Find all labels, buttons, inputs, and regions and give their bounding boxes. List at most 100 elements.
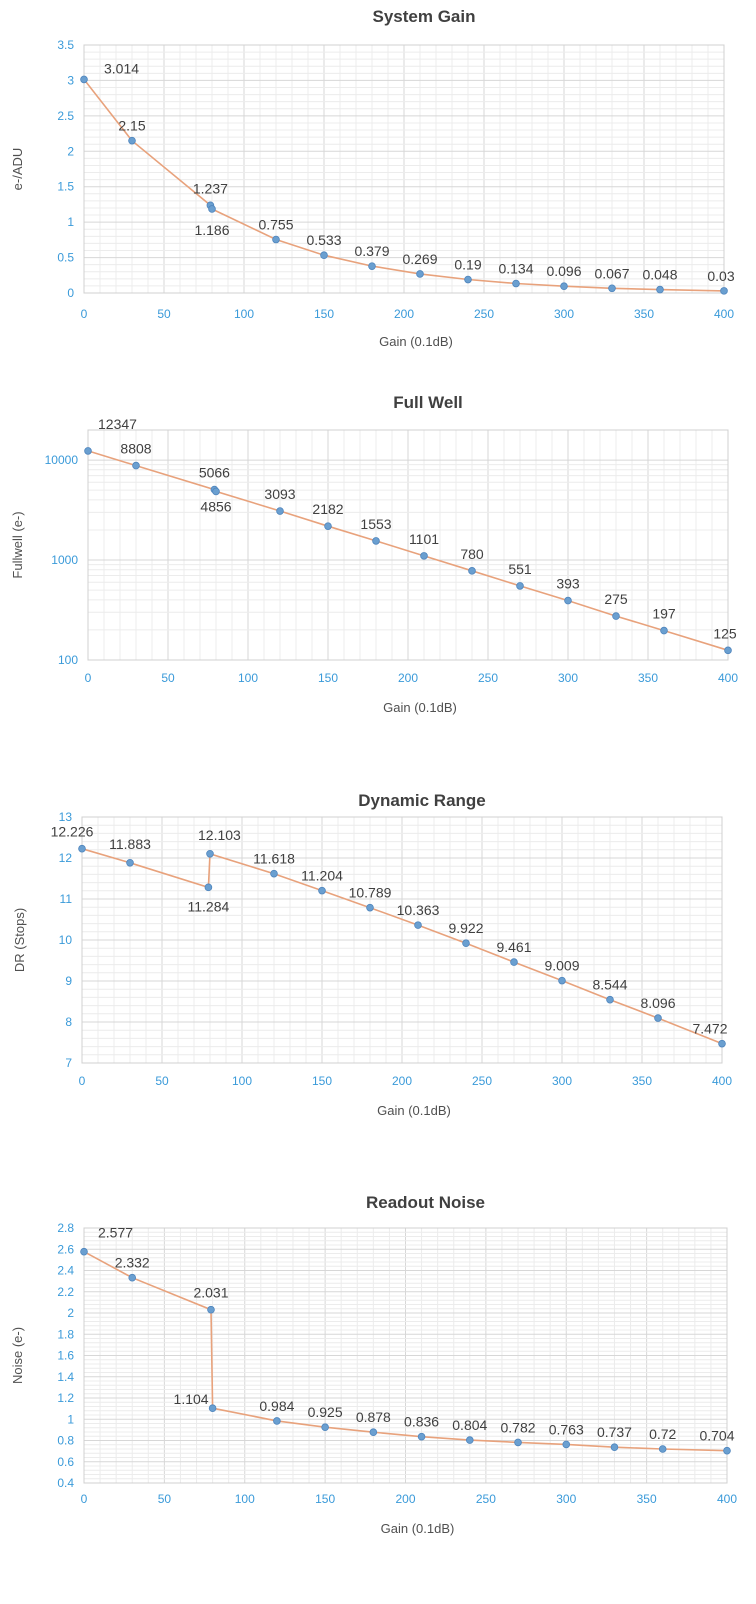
data-point bbox=[324, 522, 332, 530]
data-label: 11.204 bbox=[301, 868, 343, 884]
y-tick-label: 3 bbox=[67, 73, 74, 87]
data-point bbox=[612, 612, 620, 620]
data-point bbox=[606, 995, 614, 1004]
data-point bbox=[320, 251, 328, 260]
y-tick-label: 0.4 bbox=[57, 1476, 74, 1490]
x-tick-label: 100 bbox=[234, 307, 254, 321]
y-tick-label: 10000 bbox=[45, 453, 79, 467]
data-point bbox=[368, 262, 376, 270]
data-point bbox=[464, 275, 472, 284]
data-label: 2.577 bbox=[98, 1225, 133, 1241]
data-point bbox=[372, 537, 380, 545]
y-tick-label: 1000 bbox=[51, 553, 78, 567]
data-label: 10.789 bbox=[349, 885, 392, 901]
data-label: 7.472 bbox=[692, 1021, 727, 1037]
y-tick-label: 2.4 bbox=[57, 1264, 74, 1278]
data-label: 0.048 bbox=[642, 267, 677, 283]
y-tick-label: 100 bbox=[58, 653, 78, 667]
data-label: 2.031 bbox=[193, 1285, 228, 1301]
data-point bbox=[656, 285, 664, 294]
x-tick-label: 400 bbox=[718, 671, 738, 685]
data-label: 197 bbox=[652, 606, 676, 622]
x-tick-label: 150 bbox=[318, 671, 338, 685]
y-tick-label: 1.4 bbox=[57, 1370, 74, 1384]
data-point bbox=[416, 270, 424, 278]
data-point bbox=[514, 1438, 522, 1447]
data-point bbox=[560, 282, 568, 290]
data-label: 551 bbox=[508, 561, 532, 577]
x-tick-label: 50 bbox=[157, 307, 171, 321]
x-tick-label: 0 bbox=[81, 1492, 88, 1506]
x-axis-label: Gain (0.1dB) bbox=[379, 334, 453, 349]
y-tick-label: 11 bbox=[60, 892, 73, 906]
data-label: 1553 bbox=[360, 516, 391, 532]
x-tick-label: 200 bbox=[392, 1074, 412, 1088]
data-point bbox=[654, 1014, 662, 1022]
data-point bbox=[208, 1404, 217, 1413]
data-point bbox=[720, 287, 728, 295]
data-point bbox=[366, 903, 374, 912]
x-tick-label: 300 bbox=[552, 1074, 572, 1088]
y-axis-label: e-/ADU bbox=[10, 148, 25, 191]
data-point bbox=[465, 1436, 474, 1444]
y-tick-label: 2 bbox=[67, 1306, 74, 1320]
data-point bbox=[128, 136, 136, 145]
y-tick-label: 7 bbox=[65, 1056, 72, 1070]
x-tick-label: 250 bbox=[478, 671, 498, 685]
x-tick-label: 400 bbox=[712, 1074, 732, 1088]
y-tick-label: 12 bbox=[59, 851, 73, 865]
readout-noise-chart: Readout Noise 0 50 100 150 200 250 300 350 400 0.4… bbox=[10, 1193, 737, 1536]
data-label: 12.103 bbox=[198, 827, 241, 843]
data-label: 2.332 bbox=[115, 1255, 150, 1271]
data-point bbox=[660, 626, 668, 635]
y-tick-label: 1.6 bbox=[57, 1349, 74, 1363]
y-tick-label: 0.6 bbox=[57, 1455, 74, 1469]
data-label: 0.379 bbox=[354, 243, 389, 259]
y-axis-label: DR (Stops) bbox=[12, 908, 27, 972]
x-tick-label: 0 bbox=[85, 671, 92, 685]
data-point bbox=[206, 849, 214, 858]
x-tick-label: 150 bbox=[314, 307, 334, 321]
data-point bbox=[608, 284, 616, 293]
data-point bbox=[276, 507, 284, 515]
x-tick-label: 200 bbox=[395, 1492, 415, 1506]
x-tick-label: 150 bbox=[312, 1074, 332, 1088]
x-axis-label: Gain (0.1dB) bbox=[383, 700, 457, 715]
plot-area-frame bbox=[87, 429, 729, 661]
data-point bbox=[723, 1446, 731, 1455]
data-point bbox=[212, 487, 220, 496]
data-point bbox=[564, 596, 572, 605]
data-point bbox=[516, 582, 524, 590]
data-label: 0.804 bbox=[452, 1417, 487, 1433]
data-point bbox=[80, 1247, 88, 1256]
data-point bbox=[126, 858, 134, 867]
data-point bbox=[369, 1428, 378, 1437]
plot-area-frame bbox=[83, 44, 725, 294]
data-label: 780 bbox=[460, 546, 484, 562]
data-point bbox=[132, 461, 140, 470]
y-tick-label: 3.5 bbox=[57, 38, 74, 52]
chart-title: Full Well bbox=[393, 393, 463, 412]
data-label: 8808 bbox=[120, 441, 151, 457]
data-label: 0.836 bbox=[404, 1414, 439, 1430]
data-point bbox=[207, 1305, 215, 1314]
full-well-chart: Full Well 0 50 100 150 200 250 300 350 400 100 1000… bbox=[10, 393, 738, 715]
data-point bbox=[414, 921, 422, 929]
x-tick-label: 0 bbox=[81, 307, 88, 321]
data-label: 0.755 bbox=[258, 217, 293, 233]
chart-title: System Gain bbox=[373, 7, 476, 26]
x-tick-label: 250 bbox=[474, 307, 494, 321]
x-tick-label: 100 bbox=[235, 1492, 255, 1506]
x-axis-label: Gain (0.1dB) bbox=[381, 1521, 455, 1536]
y-axis-label: Noise (e-) bbox=[10, 1327, 25, 1384]
data-label: 0.878 bbox=[356, 1409, 391, 1425]
x-tick-label: 350 bbox=[638, 671, 658, 685]
data-point bbox=[128, 1273, 137, 1282]
data-label: 9.009 bbox=[544, 958, 579, 974]
data-label: 0.925 bbox=[308, 1404, 343, 1420]
data-label: 3093 bbox=[264, 486, 295, 502]
data-label: 10.363 bbox=[397, 902, 440, 918]
x-tick-label: 350 bbox=[637, 1492, 657, 1506]
y-axis-label: Fullwell (e-) bbox=[10, 511, 25, 578]
